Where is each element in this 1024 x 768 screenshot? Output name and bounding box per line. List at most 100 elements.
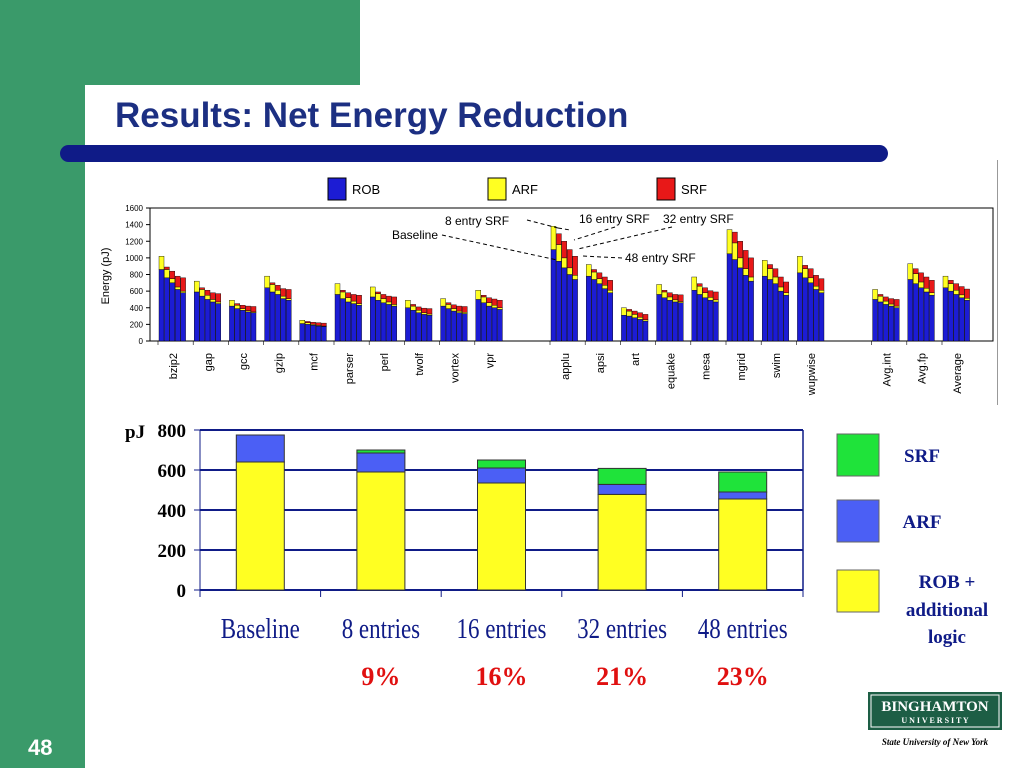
- top-bar-rob-segment: [356, 305, 362, 342]
- top-bar-rob-segment: [783, 295, 789, 342]
- top-bar-srf-segment: [285, 289, 292, 299]
- top-bar-arf-segment: [713, 299, 719, 303]
- top-x-label-mgrid: mgrid: [736, 353, 748, 381]
- top-bar-arf-segment: [204, 295, 211, 300]
- bar-segment-rob: [235, 461, 285, 591]
- top-bar-arf-segment: [567, 267, 573, 275]
- top-bar-rob-segment: [726, 253, 733, 342]
- top-bar-arf-segment: [637, 317, 643, 320]
- legend-arf-label: ARF: [902, 512, 941, 533]
- top-bar-srf-segment: [913, 268, 919, 274]
- logo-plate: [868, 692, 1002, 730]
- top-bars: [158, 226, 970, 342]
- top-bar-srf-segment: [767, 264, 773, 269]
- top-x-label-avg-int: Avg.int: [881, 353, 893, 386]
- top-y-tick-label: 1000: [125, 254, 143, 263]
- top-bar-rob-segment: [351, 303, 357, 342]
- top-bar-srf-segment: [481, 295, 487, 298]
- top-x-label-bzip2: bzip2: [168, 353, 180, 379]
- top-bar-srf-segment: [591, 269, 597, 273]
- top-bar-srf-segment: [239, 305, 246, 309]
- top-bar-rob-segment: [264, 287, 270, 342]
- top-bar-arf-segment: [748, 276, 754, 282]
- top-bar-arf-segment: [169, 278, 176, 284]
- top-x-label-vpr: vpr: [485, 353, 497, 369]
- top-bar-srf-segment: [304, 321, 311, 323]
- top-bar-rob-segment: [702, 297, 708, 342]
- logo-wordmark: BINGHAMTON: [881, 699, 988, 715]
- top-bar-arf-segment: [802, 268, 808, 279]
- top-bar-rob-segment: [229, 305, 235, 342]
- top-bar-srf-segment: [426, 308, 433, 315]
- top-x-label-twolf: twolf: [414, 352, 426, 376]
- legend-arf-swatch: [836, 499, 880, 543]
- top-bar-srf-segment: [567, 249, 573, 269]
- top-bar-rob-segment: [929, 295, 935, 342]
- bar-segment-arf: [597, 483, 647, 495]
- top-bar-arf-segment: [304, 322, 311, 325]
- top-bar-arf-segment: [778, 286, 784, 292]
- top-bar-arf-segment: [481, 296, 487, 303]
- top-y-tick-label: 800: [130, 271, 144, 280]
- top-bar-rob-segment: [210, 301, 216, 342]
- top-bar-rob-segment: [440, 305, 446, 342]
- top-bar-srf-segment: [321, 322, 327, 327]
- top-bar-arf-segment: [737, 257, 743, 269]
- top-bar-rob-segment: [678, 302, 684, 342]
- top-bar-rob-segment: [556, 260, 562, 342]
- top-bar-rob-segment: [637, 319, 643, 342]
- annotation-line-32: [577, 226, 673, 250]
- top-bar-srf-segment: [345, 292, 352, 298]
- bottom-y-ticks: 0 200 400 600 800: [158, 421, 200, 602]
- bottom-x-label: 16 entries: [457, 613, 547, 645]
- bottom-x-label: Baseline: [221, 613, 300, 645]
- bottom-y-tick-label: 800: [158, 421, 187, 442]
- top-annotations: 8 entry SRF Baseline 16 entry SRF 32 ent…: [392, 212, 734, 265]
- top-bar-srf-segment: [602, 276, 608, 286]
- top-bar-arf-segment: [475, 290, 481, 300]
- top-bar-rob-segment: [391, 305, 397, 342]
- top-bar-rob-segment: [626, 315, 632, 342]
- top-bar-arf-segment: [808, 277, 814, 284]
- legend-rob-label-1: ROB +: [919, 572, 976, 593]
- top-bar-srf-segment: [269, 282, 276, 285]
- top-bar-arf-segment: [626, 310, 632, 317]
- top-bar-rob-segment: [299, 323, 306, 342]
- top-bar-rob-segment: [813, 289, 819, 342]
- top-bar-arf-segment: [410, 305, 416, 311]
- top-bar-rob-segment: [550, 249, 557, 342]
- top-bar-rob-segment: [239, 310, 246, 342]
- top-bar-srf-segment: [888, 298, 894, 305]
- top-bar-arf-segment: [456, 310, 462, 313]
- top-bar-arf-segment: [497, 307, 503, 310]
- top-x-label-vortex: vortex: [449, 353, 461, 383]
- bar-segment-arf: [477, 467, 526, 484]
- top-bar-rob-segment: [304, 324, 311, 342]
- top-bar-rob-segment: [245, 311, 251, 342]
- top-bar-srf-segment: [802, 265, 808, 269]
- top-bar-rob-segment: [426, 315, 433, 342]
- top-bar-arf-segment: [370, 286, 376, 298]
- legend-srf-label: SRF: [681, 182, 707, 197]
- top-bar-rob-segment: [918, 287, 924, 342]
- top-bar-rob-segment: [199, 295, 205, 342]
- reduction-label: 21%: [596, 662, 648, 691]
- legend-arf-swatch: [487, 177, 507, 201]
- left-green-sidebar: [0, 0, 85, 768]
- top-bar-srf-segment: [210, 292, 216, 300]
- top-bar-srf-segment: [174, 275, 181, 288]
- top-bar-arf-segment: [158, 256, 165, 270]
- top-bar-rob-segment: [321, 326, 327, 342]
- top-bar-arf-segment: [783, 292, 789, 296]
- top-bar-rob-segment: [713, 301, 719, 342]
- top-bar-arf-segment: [199, 289, 205, 297]
- top-y-ticks: 0 200 400 600 800 1000 1200 1400 1600: [125, 204, 150, 346]
- top-bar-rob-segment: [269, 291, 276, 342]
- top-x-label-equake: equake: [665, 353, 677, 389]
- top-bar-arf-segment: [280, 295, 287, 299]
- top-bar-rob-segment: [691, 290, 697, 342]
- top-x-label-gzip: gzip: [273, 353, 285, 373]
- top-bar-rob-segment: [386, 304, 392, 342]
- top-bar-arf-segment: [561, 257, 567, 269]
- top-bar-arf-segment: [767, 268, 773, 280]
